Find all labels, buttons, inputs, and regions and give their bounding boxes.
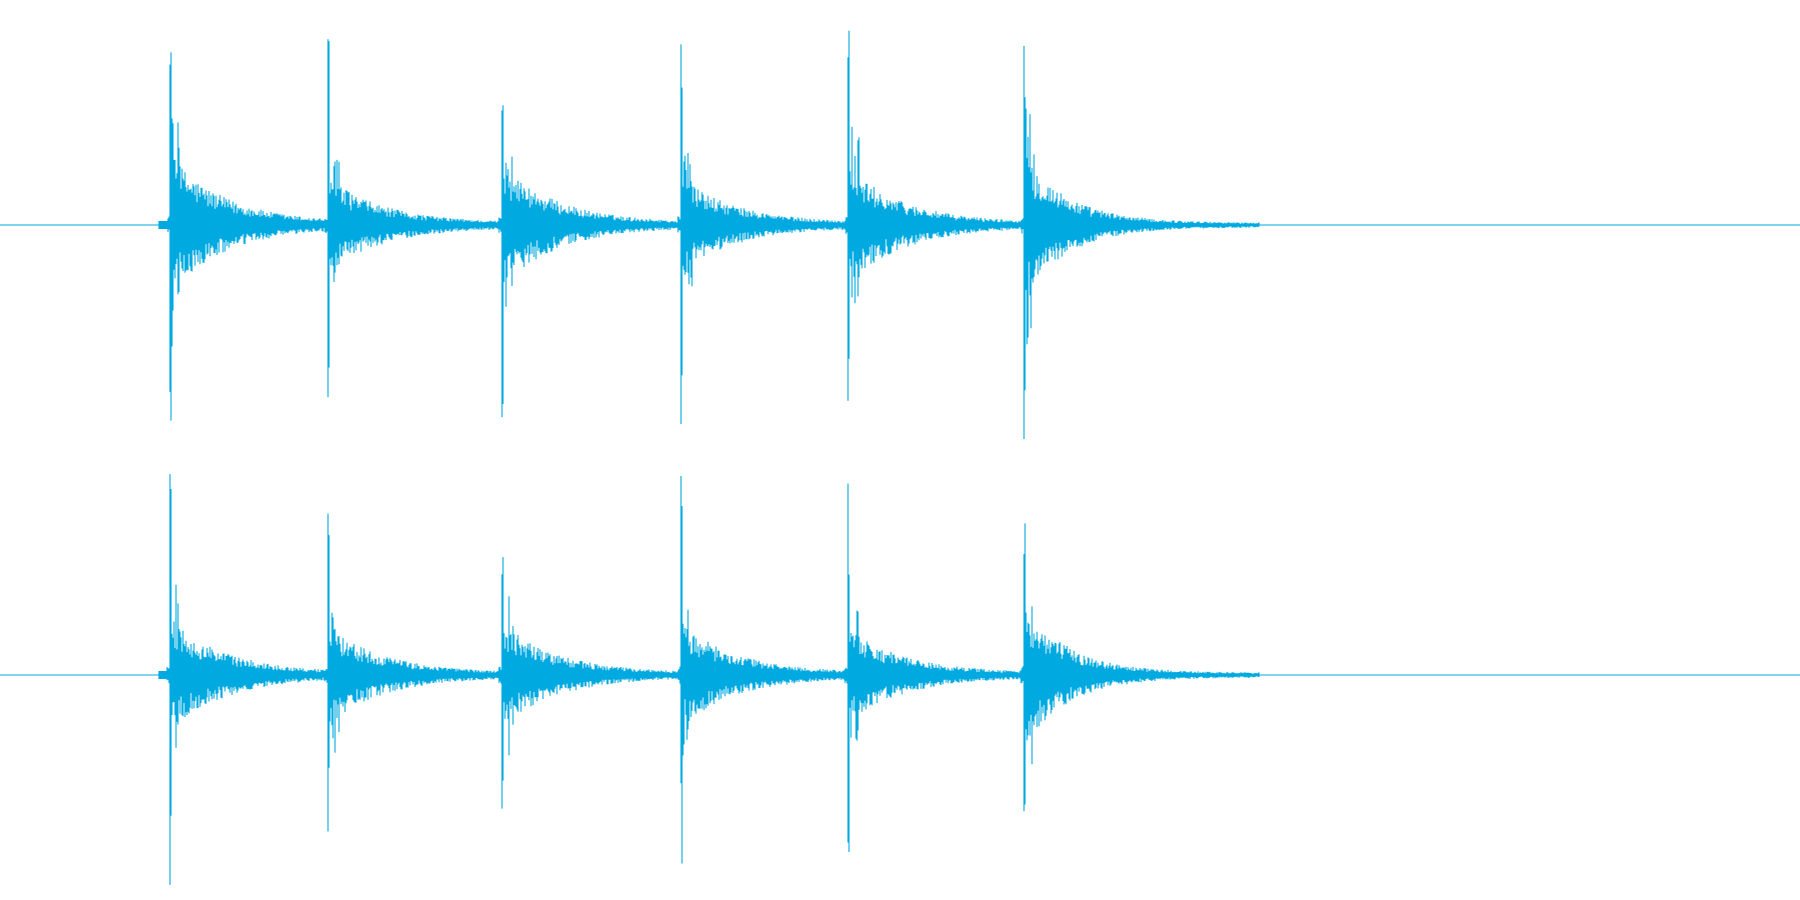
channel-waveform (158, 474, 1260, 885)
channel-waveform (158, 30, 1260, 439)
